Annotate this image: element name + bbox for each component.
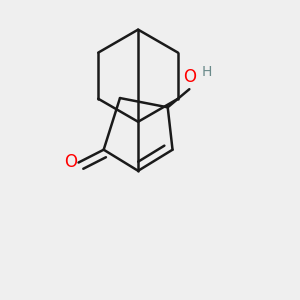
Text: O: O bbox=[64, 153, 77, 171]
Text: H: H bbox=[202, 65, 212, 79]
Text: O: O bbox=[183, 68, 196, 86]
